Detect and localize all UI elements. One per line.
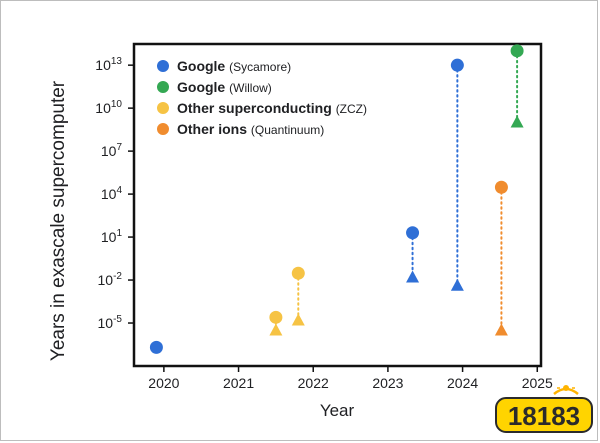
- x-tick-label: 2025: [522, 375, 553, 391]
- x-tick-label: 2023: [372, 375, 403, 391]
- x-tick-label: 2024: [447, 375, 478, 391]
- triangle-marker: [406, 270, 420, 283]
- y-tick-label: 107: [101, 142, 123, 159]
- circle-marker: [291, 266, 305, 280]
- y-tick-label: 104: [101, 185, 123, 202]
- circle-marker: [269, 310, 283, 324]
- circle-marker: [149, 340, 163, 354]
- x-axis-label: Year: [320, 401, 355, 420]
- legend-entry: Google (Willow): [177, 79, 272, 95]
- circle-marker: [450, 58, 464, 72]
- x-tick-label: 2021: [223, 375, 254, 391]
- y-tick-label: 10-2: [98, 271, 123, 288]
- watermark-logo: 18183: [492, 380, 596, 436]
- legend-entry: Google (Sycamore): [177, 58, 291, 74]
- watermark-sparkle-icon: [553, 380, 579, 395]
- triangle-marker: [494, 323, 508, 336]
- watermark-text: 18183: [508, 401, 580, 431]
- y-tick-label: 101: [101, 228, 123, 245]
- plot-area: 2020 2021 2022 2023 2024 2025 10-5 10-2 101 104 10…: [95, 42, 553, 391]
- legend-marker: [157, 60, 169, 72]
- legend-entry: Other ions (Quantinuum): [177, 121, 324, 137]
- circle-marker: [406, 226, 420, 240]
- legend-entry: Other superconducting (ZCZ): [177, 100, 367, 116]
- triangle-marker: [510, 115, 524, 128]
- circle-marker: [494, 180, 508, 194]
- y-tick-label: 1013: [95, 56, 122, 73]
- circle-marker: [510, 44, 524, 58]
- y-axis-label: Years in exascale supercomputer: [48, 80, 69, 361]
- triangle-marker: [291, 313, 305, 326]
- x-tick-label: 2022: [298, 375, 329, 391]
- legend-marker: [157, 81, 169, 93]
- y-tick-label: 1010: [95, 99, 122, 116]
- y-tick-label: 10-5: [98, 314, 123, 331]
- x-tick-label: 2020: [148, 375, 179, 391]
- legend-marker: [157, 123, 169, 135]
- triangle-marker: [450, 278, 464, 291]
- legend-marker: [157, 102, 169, 114]
- legend: Google (Sycamore) Google (Willow) Other su…: [157, 58, 367, 137]
- plot-border: [132, 42, 543, 368]
- triangle-marker: [269, 323, 283, 336]
